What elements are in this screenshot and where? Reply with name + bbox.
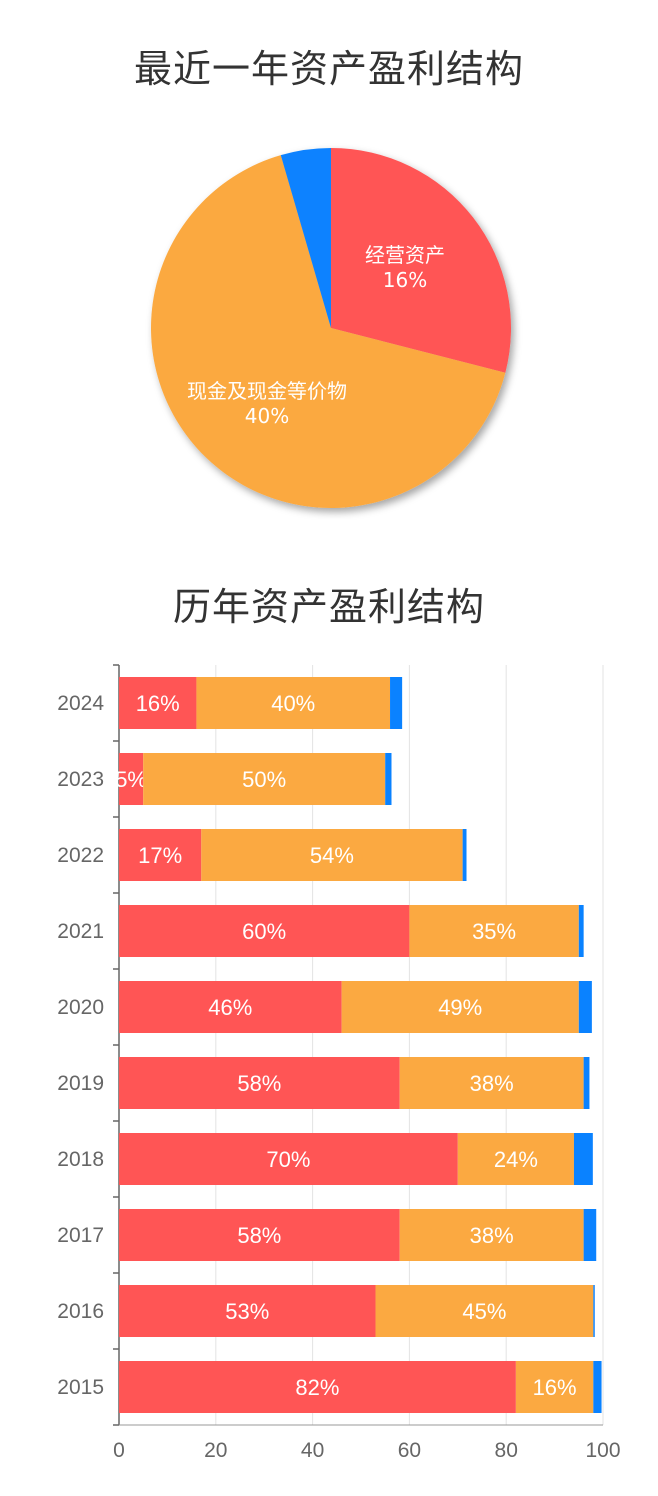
- category-label: 2018: [57, 1148, 104, 1171]
- bar-segment: [119, 1057, 400, 1109]
- bar-segment: [119, 1209, 400, 1261]
- x-tick-label: 80: [495, 1439, 518, 1462]
- bar-segment: [390, 677, 403, 729]
- bar-segment: [399, 1057, 584, 1109]
- bar-segment: [119, 1361, 516, 1413]
- category-label: 2019: [57, 1072, 104, 1095]
- bar-chart-title: 历年资产盈利结构: [172, 585, 485, 629]
- pie-slice-label: 现金及现金等价物: [187, 379, 347, 403]
- bar-data-label: 16%: [533, 1375, 577, 1400]
- bar-segment: [119, 677, 197, 729]
- bar-data-label: 17%: [138, 843, 182, 868]
- bar-segment: [593, 1285, 595, 1337]
- bar-data-label: 16%: [136, 691, 180, 716]
- bar-segment: [201, 829, 463, 881]
- x-tick-label: 40: [301, 1439, 324, 1462]
- bar-segment: [578, 981, 592, 1033]
- bar-data-label: 24%: [494, 1147, 538, 1172]
- bar-data-label: 45%: [462, 1299, 506, 1324]
- bar-segment: [593, 1361, 602, 1413]
- bar-segment: [583, 1209, 597, 1261]
- category-label: 2023: [57, 768, 104, 791]
- bar-data-label: 58%: [237, 1071, 281, 1096]
- bar-segment: [583, 1057, 590, 1109]
- pie-slice: [151, 155, 506, 508]
- bar-data-label: 53%: [225, 1299, 269, 1324]
- bar-data-label: 82%: [295, 1375, 339, 1400]
- x-tick-label: 60: [398, 1439, 421, 1462]
- bar-segment: [385, 753, 392, 805]
- bar-segment: [457, 1133, 574, 1185]
- bar-data-label: 49%: [438, 995, 482, 1020]
- bar-data-label: 60%: [242, 919, 286, 944]
- bar-segment: [143, 753, 386, 805]
- bar-segment: [119, 1285, 376, 1337]
- bar-segment: [399, 1209, 584, 1261]
- bar-segment: [341, 981, 579, 1033]
- bar-segment: [119, 1133, 458, 1185]
- bar-data-label: 50%: [242, 767, 286, 792]
- category-label: 2022: [57, 844, 104, 867]
- pie-slice: [280, 148, 331, 328]
- bar-segment: [578, 905, 584, 957]
- pie-slice-value: 40%: [245, 404, 289, 428]
- bar-segment: [196, 677, 391, 729]
- category-label: 2024: [57, 692, 104, 715]
- bar-segment: [573, 1133, 593, 1185]
- bar-data-label: 40%: [271, 691, 315, 716]
- bar-data-label: 35%: [472, 919, 516, 944]
- bar-segment: [375, 1285, 594, 1337]
- bar-data-label: 54%: [310, 843, 354, 868]
- x-tick-label: 100: [585, 1439, 620, 1462]
- category-label: 2017: [57, 1224, 104, 1247]
- bar-segment: [119, 981, 342, 1033]
- bar-data-label: 46%: [208, 995, 252, 1020]
- bar-segment: [409, 905, 579, 957]
- pie-slice-label: 经营资产: [365, 243, 445, 267]
- category-label: 2015: [57, 1376, 104, 1399]
- bar-data-label: 5%: [115, 767, 147, 792]
- bar-segment: [515, 1361, 594, 1413]
- category-label: 2020: [57, 996, 104, 1019]
- x-tick-label: 0: [113, 1439, 125, 1462]
- stacked-bar-chart: 2024 16% 40% 2023 5% 50% 2022 17% 54% 2021 60% 35% 2…: [57, 664, 621, 1462]
- category-label: 2016: [57, 1300, 104, 1323]
- pie-chart-title: 最近一年资产盈利结构: [133, 47, 524, 91]
- bar-segment: [119, 753, 144, 805]
- bar-data-label: 70%: [266, 1147, 310, 1172]
- x-tick-label: 20: [204, 1439, 227, 1462]
- pie-slice-value: 16%: [383, 268, 427, 292]
- bar-data-label: 38%: [470, 1223, 514, 1248]
- bar-segment: [119, 905, 410, 957]
- pie-slice: [331, 148, 511, 373]
- bar-segment: [462, 829, 467, 881]
- bar-data-label: 38%: [470, 1071, 514, 1096]
- category-label: 2021: [57, 920, 104, 943]
- bar-data-label: 58%: [237, 1223, 281, 1248]
- bar-segment: [119, 829, 202, 881]
